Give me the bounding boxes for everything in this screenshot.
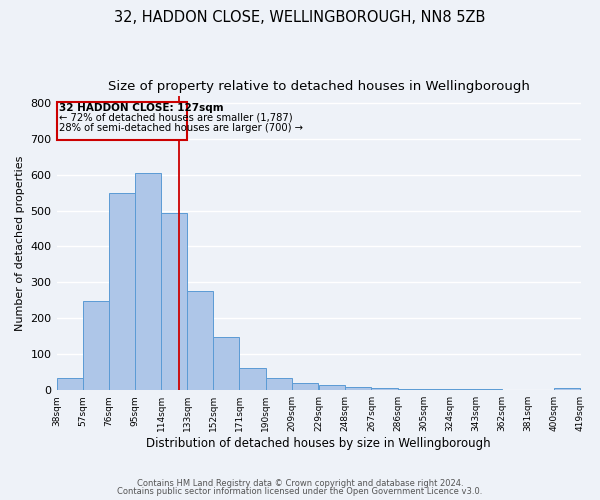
- Bar: [292, 383, 318, 390]
- Bar: [398, 389, 424, 390]
- Text: 28% of semi-detached houses are larger (700) →: 28% of semi-detached houses are larger (…: [59, 123, 302, 133]
- Bar: [239, 368, 266, 390]
- Text: 32, HADDON CLOSE, WELLINGBOROUGH, NN8 5ZB: 32, HADDON CLOSE, WELLINGBOROUGH, NN8 5Z…: [115, 10, 485, 25]
- Bar: [346, 386, 371, 390]
- Bar: [319, 385, 346, 390]
- Text: Contains public sector information licensed under the Open Government Licence v3: Contains public sector information licen…: [118, 487, 482, 496]
- Bar: [554, 388, 580, 390]
- Text: ← 72% of detached houses are smaller (1,787): ← 72% of detached houses are smaller (1,…: [59, 113, 292, 123]
- Bar: [135, 173, 161, 390]
- Bar: [424, 389, 450, 390]
- Title: Size of property relative to detached houses in Wellingborough: Size of property relative to detached ho…: [107, 80, 529, 93]
- Text: 32 HADDON CLOSE: 127sqm: 32 HADDON CLOSE: 127sqm: [59, 102, 223, 113]
- Bar: [161, 213, 187, 390]
- Bar: [83, 301, 109, 390]
- Bar: [371, 388, 398, 390]
- FancyBboxPatch shape: [56, 102, 187, 140]
- Bar: [109, 194, 135, 390]
- Bar: [214, 338, 239, 390]
- Text: Contains HM Land Registry data © Crown copyright and database right 2024.: Contains HM Land Registry data © Crown c…: [137, 478, 463, 488]
- Bar: [266, 378, 292, 390]
- Y-axis label: Number of detached properties: Number of detached properties: [15, 155, 25, 330]
- X-axis label: Distribution of detached houses by size in Wellingborough: Distribution of detached houses by size …: [146, 437, 491, 450]
- Bar: [187, 290, 214, 390]
- Bar: [56, 378, 83, 390]
